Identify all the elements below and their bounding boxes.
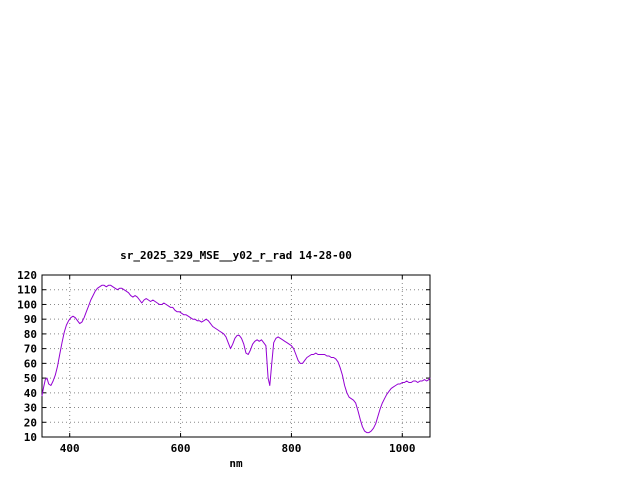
x-tick-label: 600 [171, 442, 191, 455]
y-tick-label: 60 [24, 357, 37, 370]
spectrum-line [41, 284, 431, 434]
y-tick-label: 30 [24, 402, 37, 415]
y-tick-label: 50 [24, 372, 37, 385]
y-tick-label: 90 [24, 313, 37, 326]
y-tick-label: 10 [24, 431, 37, 444]
y-tick-label: 20 [24, 416, 37, 429]
plot-border [41, 274, 431, 438]
x-tick-label: 400 [60, 442, 80, 455]
y-tick-label: 120 [17, 269, 37, 282]
y-tick-label: 110 [17, 284, 37, 297]
x-axis-label: nm [229, 457, 243, 470]
x-tick-label: 1000 [389, 442, 416, 455]
y-tick-label: 40 [24, 387, 37, 400]
y-tick-label: 100 [17, 298, 37, 311]
x-tick-label: 800 [281, 442, 301, 455]
y-tick-label: 70 [24, 343, 37, 356]
chart-title: sr_2025_329_MSE__y02_r_rad 14-28-00 [120, 249, 352, 262]
y-tick-label: 80 [24, 328, 37, 341]
